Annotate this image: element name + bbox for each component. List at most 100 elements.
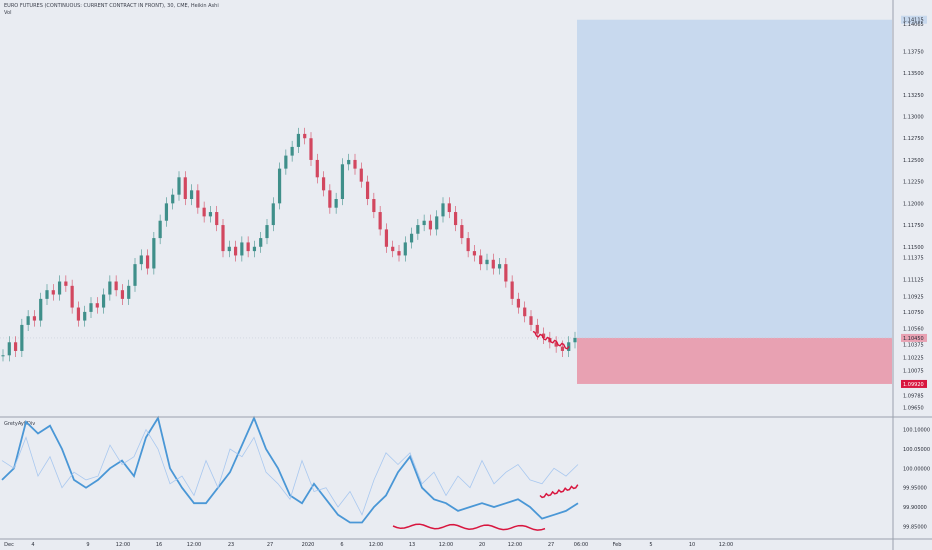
- candle-body: [466, 238, 470, 252]
- candle-body: [435, 216, 439, 230]
- candle-body: [516, 298, 521, 308]
- candle-body: [472, 251, 477, 256]
- candle-body: [416, 225, 420, 234]
- target-price-label: 1.14115: [903, 18, 924, 24]
- candle-body: [485, 259, 489, 265]
- indicator-axis-tick: 100.00000: [903, 466, 930, 472]
- candle-body: [83, 311, 87, 321]
- price-axis-tick: 1.13250: [903, 93, 924, 99]
- candle-body: [227, 246, 231, 252]
- candle-body: [497, 264, 502, 269]
- time-axis-tick: 2020: [302, 542, 315, 548]
- time-axis-tick: 5: [649, 542, 652, 548]
- candle-body: [76, 307, 81, 321]
- candle-body: [573, 337, 577, 343]
- price-axis-tick: 1.10925: [903, 295, 924, 301]
- candle-body: [101, 294, 106, 308]
- indicator-fast-line: [1, 428, 579, 516]
- volume-label: Vol: [4, 10, 12, 16]
- candle-body: [303, 133, 307, 139]
- time-axis-tick: 6: [340, 542, 343, 548]
- candle-body: [215, 212, 219, 226]
- candle-body: [127, 285, 131, 299]
- price-axis-tick: 1.13500: [903, 71, 924, 77]
- candle-body: [233, 246, 238, 256]
- candle-body: [378, 212, 382, 230]
- candle-body: [32, 316, 37, 321]
- time-axis-tick: Dec: [4, 542, 14, 548]
- candle-body: [20, 324, 24, 351]
- candle-body: [108, 281, 112, 295]
- candle-body: [397, 251, 401, 256]
- candle-body: [403, 242, 407, 256]
- time-axis-tick: 12:00: [719, 542, 733, 548]
- candle-body: [409, 233, 414, 243]
- candle-body: [152, 238, 156, 269]
- candle-body: [296, 133, 301, 147]
- candle-body: [541, 333, 546, 338]
- candle-body: [57, 281, 62, 295]
- indicator-slow-line: [1, 415, 579, 524]
- candle-body: [441, 203, 445, 217]
- time-axis-tick: 9: [86, 542, 89, 548]
- candle-body: [145, 255, 150, 269]
- candle-body: [290, 146, 294, 156]
- candle-body: [391, 246, 395, 252]
- price-axis-tick: 1.10560: [903, 326, 924, 332]
- target-price-badge: [901, 15, 927, 24]
- indicator-axis-tick: 99.90000: [903, 505, 927, 511]
- candle-body: [315, 159, 319, 178]
- price-axis-tick: 1.13750: [903, 49, 924, 55]
- candle-body: [309, 138, 313, 160]
- candle-body: [26, 316, 30, 325]
- candle-body: [347, 159, 351, 165]
- candle-body: [139, 255, 143, 265]
- candle-body: [359, 168, 363, 182]
- candle-body: [89, 303, 93, 312]
- candle-body: [39, 298, 43, 321]
- candle-body: [328, 190, 332, 208]
- candle-body: [422, 220, 426, 226]
- indicator-divergence-high: [539, 484, 579, 499]
- stop-price-badge: [901, 379, 927, 388]
- candle-body: [196, 190, 200, 208]
- time-axis-tick: 10: [689, 542, 695, 548]
- candle-body: [177, 177, 181, 195]
- candle-body: [13, 342, 18, 351]
- candle-body: [114, 281, 118, 291]
- candle-body: [202, 207, 206, 217]
- candle-body: [535, 324, 539, 334]
- price-axis-tick: 1.10225: [903, 355, 924, 361]
- candle-body: [353, 159, 357, 169]
- candle-body: [183, 177, 187, 200]
- candle-body: [208, 212, 213, 217]
- time-axis-tick: 23: [228, 542, 234, 548]
- time-axis-tick: 12:00: [439, 542, 453, 548]
- price-axis-tick: 1.09650: [903, 405, 924, 411]
- time-axis-tick: 06:00: [574, 542, 588, 548]
- candle-body: [510, 281, 514, 299]
- candle-body: [120, 290, 125, 299]
- loss-zone: [577, 337, 892, 384]
- candle-body: [240, 242, 244, 256]
- candle-body: [64, 281, 68, 286]
- indicator-axis-tick: 100.10000: [903, 428, 930, 434]
- candle-body: [321, 177, 326, 191]
- candle-body: [7, 342, 11, 356]
- stop-price-label: 1.09920: [903, 382, 924, 388]
- candle-body: [504, 264, 508, 282]
- candle-body: [560, 346, 565, 351]
- candle-body: [479, 255, 483, 265]
- candle-body: [1, 355, 5, 357]
- price-axis-tick: 1.09785: [903, 394, 924, 400]
- time-axis-tick: 27: [267, 542, 273, 548]
- candle-body: [51, 290, 55, 295]
- candle-body: [171, 194, 175, 204]
- candle-body: [259, 238, 263, 247]
- price-axis-tick: 1.12750: [903, 136, 924, 142]
- candle-body: [447, 203, 451, 213]
- time-axis-tick: 16: [156, 542, 162, 548]
- profit-zone: [577, 19, 892, 338]
- candle-body: [284, 155, 288, 169]
